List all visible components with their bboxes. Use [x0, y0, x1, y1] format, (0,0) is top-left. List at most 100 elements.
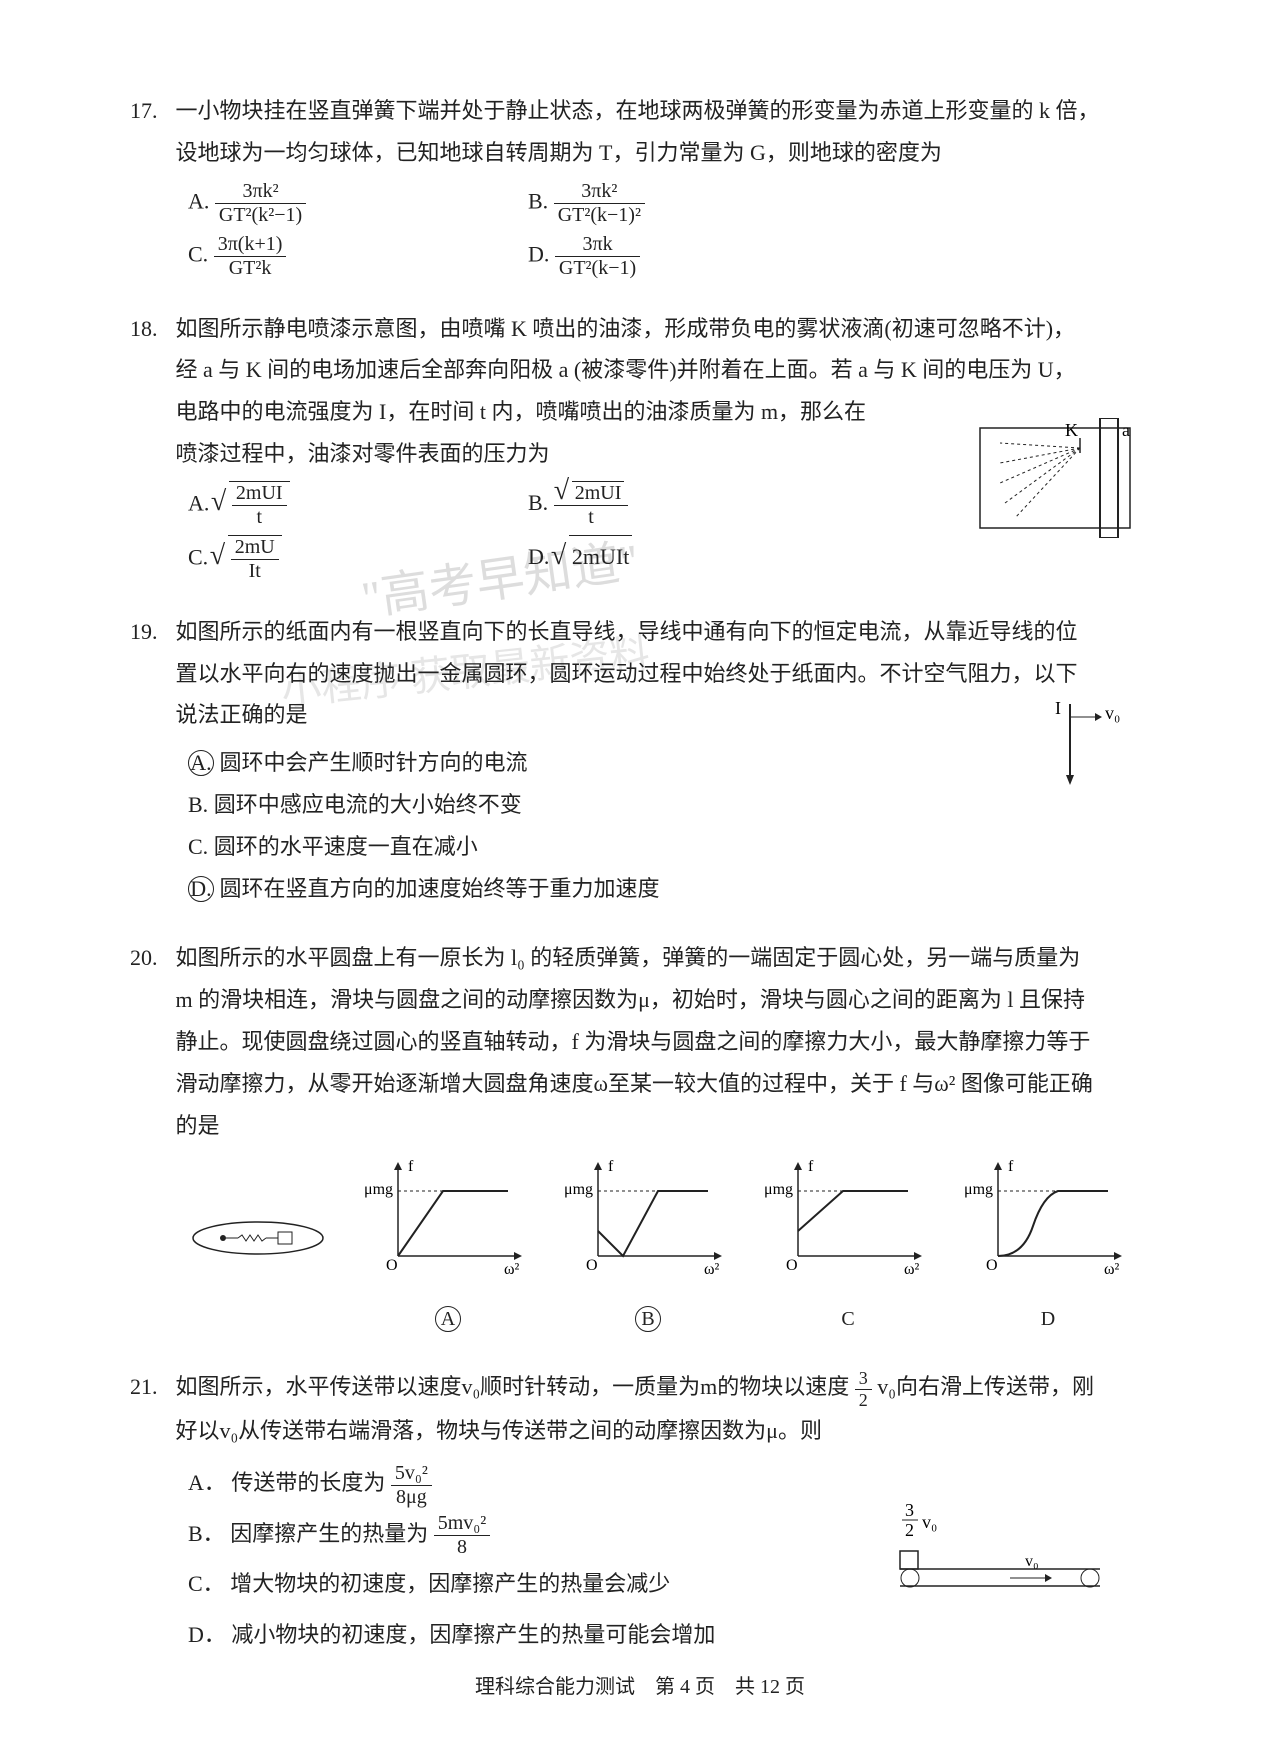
- q21-s1b: v₀向右滑上传送带，刚: [877, 1374, 1094, 1399]
- q17-opt-b: B. 3πk²GT²(k−1)²: [528, 180, 868, 227]
- q20-graph-b: f μmg O ω² B: [568, 1156, 728, 1338]
- q18-a-den: t: [232, 506, 287, 529]
- question-19: 19. 如图所示的纸面内有一根竖直向下的长直导线，导线中通有向下的恒定电流，从靠…: [130, 611, 1130, 910]
- q21-b-num: 5mv₀²: [434, 1512, 491, 1536]
- q18-d-val: 2mUIt: [569, 535, 632, 578]
- q19-s2: 置以水平向右的速度抛出一金属圆环，圆环运动过程中始终处于纸面内。不计空气阻力，以…: [176, 661, 1078, 686]
- q18-opt-c: C. 2mUIt: [188, 535, 528, 583]
- q21-b-den: 8: [434, 1536, 491, 1559]
- q19-d-label: D.: [188, 876, 214, 902]
- q17-opt-a: A. 3πk²GT²(k²−1): [188, 180, 528, 227]
- q21-a-den: 8μg: [391, 1486, 432, 1509]
- q17-c-den: GT²k: [214, 257, 287, 280]
- q21-stem: 如图所示，水平传送带以速度v₀顺时针转动，一质量为m的物块以速度 32 v₀向右…: [176, 1366, 1116, 1452]
- question-17: 17. 一小物块挂在竖直弹簧下端并处于静止状态，在地球两极弹簧的形变量为赤道上形…: [130, 90, 1130, 280]
- q21-d-text: 减小物块的初速度，因摩擦产生的热量可能会增加: [231, 1622, 715, 1647]
- q19-opt-b: B. 圆环中感应电流的大小始终不变: [188, 784, 1130, 826]
- q21-b-label: B．: [188, 1521, 225, 1546]
- q17-b-label: B.: [528, 188, 548, 213]
- q20-graph-c: f μmg O ω² C: [768, 1156, 928, 1338]
- svg-text:f: f: [808, 1158, 814, 1175]
- q19-c-text: 圆环的水平速度一直在减小: [214, 834, 478, 859]
- q20-s4: 滑动摩擦力，从零开始逐渐增大圆盘角速度ω至某一较大值的过程中，关于 f 与ω² …: [176, 1071, 1093, 1096]
- svg-text:ω²: ω²: [704, 1261, 720, 1278]
- q21-frac-den: 2: [855, 1390, 872, 1411]
- q17-a-label: A.: [188, 188, 209, 213]
- q19-number: 19.: [130, 611, 170, 653]
- q17-d-den: GT²(k−1): [555, 257, 640, 280]
- q21-c-text: 增大物块的初速度，因摩擦产生的热量会减少: [230, 1571, 670, 1596]
- svg-text:I: I: [1055, 699, 1061, 718]
- q18-a-num: 2mUI: [232, 482, 287, 506]
- q18-a-label: A.: [188, 490, 209, 515]
- svg-text:ω²: ω²: [904, 1261, 920, 1278]
- q20-b-label: B: [635, 1306, 661, 1332]
- q20-f-label-a: f: [408, 1158, 414, 1175]
- q19-a-label: A.: [188, 750, 214, 776]
- q21-opt-d: D． 减小物块的初速度，因摩擦产生的热量可能会增加: [188, 1610, 1130, 1661]
- q19-c-label: C.: [188, 834, 208, 859]
- q17-a-num: 3πk²: [215, 180, 306, 204]
- q21-d-label: D．: [188, 1622, 226, 1647]
- q17-stem-l2: 设地球为一均匀球体，已知地球自转周期为 T，引力常量为 G，则地球的密度为: [176, 140, 942, 165]
- q20-d-label: D: [1041, 1308, 1055, 1330]
- q17-stem-l1: 一小物块挂在竖直弹簧下端并处于静止状态，在地球两极弹簧的形变量为赤道上形变量的 …: [176, 98, 1100, 123]
- q19-stem: 如图所示的纸面内有一根竖直向下的长直导线，导线中通有向下的恒定电流，从靠近导线的…: [176, 611, 1116, 736]
- q19-b-label: B.: [188, 792, 208, 817]
- q19-b-text: 圆环中感应电流的大小始终不变: [214, 792, 522, 817]
- q17-b-den: GT²(k−1)²: [554, 204, 645, 227]
- q21-c-label: C．: [188, 1571, 225, 1596]
- q17-c-label: C.: [188, 241, 208, 266]
- svg-text:μmg: μmg: [964, 1181, 993, 1198]
- q18-s4: 喷漆过程中，油漆对零件表面的压力为: [176, 441, 550, 466]
- q21-a-text: 传送带的长度为: [231, 1470, 385, 1495]
- q18-c-num: 2mU: [231, 536, 279, 560]
- q20-s1: 如图所示的水平圆盘上有一原长为 l₀ 的轻质弹簧，弹簧的一端固定于圆心处，另一端…: [176, 945, 1081, 970]
- q17-stem: 一小物块挂在竖直弹簧下端并处于静止状态，在地球两极弹簧的形变量为赤道上形变量的 …: [176, 90, 1116, 174]
- svg-text:μmg: μmg: [764, 1181, 793, 1198]
- svg-text:f: f: [1008, 1158, 1014, 1175]
- q19-d-text: 圆环在竖直方向的加速度始终等于重力加速度: [220, 876, 660, 901]
- q19-opt-a: A. 圆环中会产生顺时针方向的电流: [188, 742, 1130, 784]
- q21-figure: 3 2 v₀ v₀: [880, 1496, 1120, 1617]
- q19-opt-c: C. 圆环的水平速度一直在减小: [188, 826, 1130, 868]
- svg-text:μmg: μmg: [564, 1181, 593, 1198]
- q21-s2: 好以v₀从传送带右端滑落，物块与传送带之间的动摩擦因数为μ。则: [176, 1418, 822, 1443]
- q17-b-num: 3πk²: [554, 180, 645, 204]
- q20-number: 20.: [130, 937, 170, 979]
- q18-figure: K a: [970, 418, 1140, 549]
- page: "高考早知道" 小程序 获取最新资料 17. 一小物块挂在竖直弹簧下端并处于静止…: [0, 0, 1280, 1739]
- q20-graph-a: f μmg O ω² A: [368, 1156, 528, 1338]
- question-20: 20. 如图所示的水平圆盘上有一原长为 l₀ 的轻质弹簧，弹簧的一端固定于圆心处…: [130, 937, 1130, 1338]
- q18-fig-a-label: a: [1122, 420, 1130, 440]
- svg-text:f: f: [608, 1158, 614, 1175]
- q18-b-label: B.: [528, 490, 548, 515]
- q20-c-label: C: [841, 1308, 854, 1330]
- q18-opt-a: A. 2mUIt: [188, 481, 528, 529]
- q20-disk-figure: [188, 1198, 328, 1338]
- q20-a-label: A: [435, 1306, 461, 1332]
- q21-a-num: 5v₀²: [391, 1462, 432, 1486]
- svg-text:2: 2: [905, 1520, 914, 1540]
- q21-b-text: 因摩擦产生的热量为: [230, 1521, 428, 1546]
- svg-text:3: 3: [905, 1500, 914, 1520]
- q21-frac-num: 3: [855, 1368, 872, 1390]
- q19-s1: 如图所示的纸面内有一根竖直向下的长直导线，导线中通有向下的恒定电流，从靠近导线的…: [176, 619, 1078, 644]
- svg-text:O: O: [986, 1257, 998, 1274]
- q18-s3: 电路中的电流强度为 I，在时间 t 内，喷嘴喷出的油漆质量为 m，那么在: [176, 399, 867, 424]
- q20-s3: 静止。现使圆盘绕过圆心的竖直轴转动，f 为滑块与圆盘之间的摩擦力大小，最大静摩擦…: [176, 1029, 1091, 1054]
- q18-c-den: It: [231, 560, 279, 583]
- q20-x-label-a: ω²: [504, 1261, 520, 1278]
- q18-s1: 如图所示静电喷漆示意图，由喷嘴 K 喷出的油漆，形成带负电的雾状液滴(初速可忽略…: [176, 316, 1076, 341]
- q17-a-den: GT²(k²−1): [215, 204, 306, 227]
- q18-number: 18.: [130, 308, 170, 350]
- q17-c-num: 3π(k+1): [214, 233, 287, 257]
- q20-origin-a: O: [386, 1257, 398, 1274]
- q17-opt-d: D. 3πkGT²(k−1): [528, 233, 868, 280]
- q18-b-num: 2mUI: [572, 481, 625, 505]
- q20-y-label-a: μmg: [364, 1181, 393, 1198]
- q19-s3: 说法正确的是: [176, 702, 308, 727]
- q20-s5: 的是: [176, 1113, 220, 1138]
- q18-c-label: C.: [188, 544, 208, 569]
- q21-number: 21.: [130, 1366, 170, 1408]
